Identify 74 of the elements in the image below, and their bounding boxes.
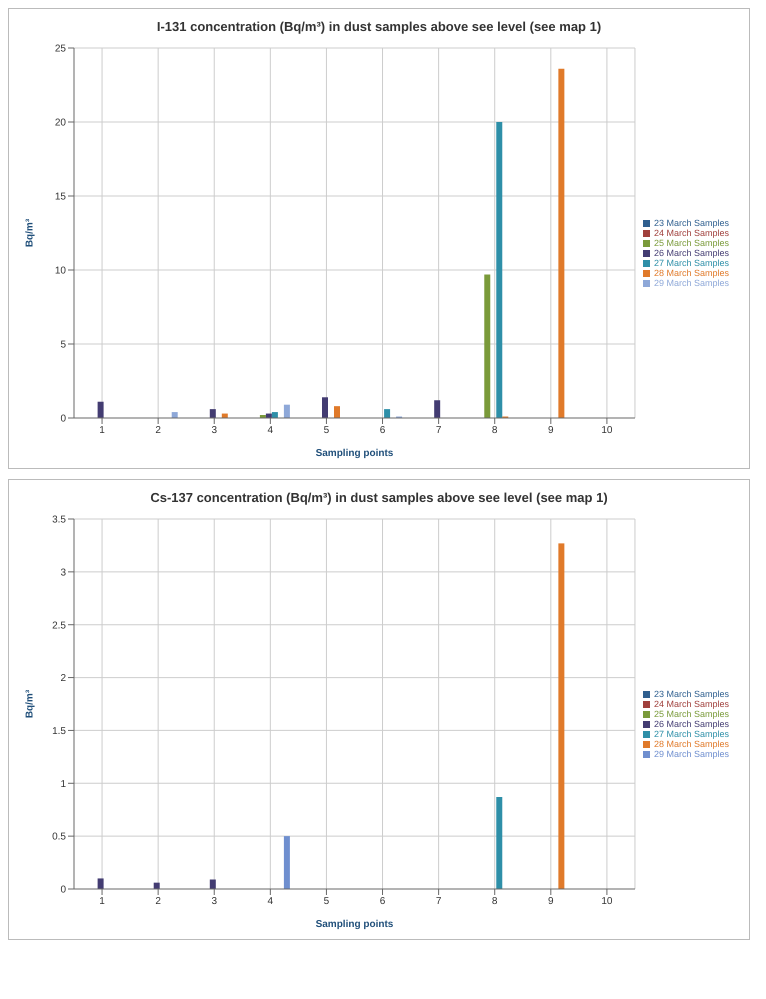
y-tick-label: 0.5 bbox=[52, 832, 66, 843]
chart-title: I-131 concentration (Bq/m³) in dust samples above see level (see map 1) bbox=[156, 18, 602, 36]
bar bbox=[154, 882, 160, 889]
bar bbox=[210, 879, 216, 889]
y-tick-label: 3 bbox=[60, 567, 66, 578]
y-tick-label: 0 bbox=[60, 884, 66, 896]
bar bbox=[210, 409, 216, 418]
x-tick-label: 7 bbox=[436, 425, 442, 436]
x-tick-label: 4 bbox=[268, 896, 274, 908]
x-tick-label: 8 bbox=[492, 425, 498, 436]
legend-label: 24 March Samples bbox=[654, 228, 729, 238]
y-axis-title: Bq/m³ bbox=[24, 689, 36, 718]
y-tick-label: 2 bbox=[60, 673, 66, 684]
y-axis-title: Bq/m³ bbox=[24, 218, 36, 248]
y-tick-label: 10 bbox=[54, 266, 66, 277]
x-tick-label: 5 bbox=[324, 425, 330, 436]
bar bbox=[434, 400, 440, 418]
x-tick-label: 6 bbox=[380, 896, 386, 908]
bar bbox=[222, 414, 228, 418]
bar bbox=[98, 402, 104, 418]
y-tick-label: 20 bbox=[54, 118, 66, 129]
bar bbox=[496, 122, 502, 418]
legend-label: 24 March Samples bbox=[654, 699, 729, 709]
bar bbox=[484, 274, 490, 418]
x-tick-label: 10 bbox=[601, 896, 613, 908]
legend-label: 25 March Samples bbox=[654, 709, 729, 719]
legend-label: 23 March Samples bbox=[654, 689, 729, 699]
x-tick-label: 9 bbox=[548, 425, 554, 436]
bar bbox=[172, 412, 178, 418]
legend-label: 29 March Samples bbox=[654, 278, 729, 288]
x-tick-label: 3 bbox=[211, 425, 218, 436]
x-tick-label: 7 bbox=[436, 896, 442, 908]
x-tick-label: 10 bbox=[601, 425, 613, 436]
legend-label: 26 March Samples bbox=[654, 248, 729, 258]
legend-label: 27 March Samples bbox=[654, 258, 729, 268]
legend-label: 27 March Samples bbox=[654, 729, 729, 739]
bar bbox=[98, 878, 104, 889]
bar bbox=[284, 404, 290, 418]
x-axis-title: Sampling points bbox=[316, 448, 394, 459]
x-tick-label: 8 bbox=[492, 896, 498, 908]
legend-label: 26 March Samples bbox=[654, 719, 729, 729]
chart-title: Cs-137 concentration (Bq/m³) in dust samples above see level (see map 1) bbox=[149, 489, 609, 507]
x-tick-label: 2 bbox=[155, 896, 162, 908]
bar bbox=[558, 543, 564, 889]
x-tick-label: 4 bbox=[268, 425, 274, 436]
x-tick-label: 2 bbox=[155, 425, 162, 436]
bar bbox=[384, 409, 390, 418]
bar bbox=[284, 836, 290, 889]
y-tick-label: 2.5 bbox=[52, 620, 66, 632]
legend-label: 28 March Samples bbox=[654, 268, 729, 278]
x-tick-label: 3 bbox=[211, 896, 218, 908]
y-tick-label: 1.5 bbox=[52, 726, 66, 737]
bar bbox=[496, 797, 502, 889]
bar bbox=[558, 68, 564, 418]
x-tick-label: 9 bbox=[548, 896, 554, 908]
x-tick-label: 1 bbox=[99, 425, 106, 436]
bar bbox=[272, 412, 278, 418]
y-tick-label: 1 bbox=[60, 778, 66, 790]
legend-label: 23 March Samples bbox=[654, 218, 729, 228]
x-tick-label: 5 bbox=[324, 896, 330, 908]
y-tick-label: 5 bbox=[60, 340, 66, 351]
bar bbox=[334, 406, 340, 418]
x-tick-label: 6 bbox=[380, 425, 386, 436]
legend-label: 28 March Samples bbox=[654, 739, 729, 749]
x-axis-title: Sampling points bbox=[316, 919, 394, 930]
y-tick-label: 25 bbox=[54, 44, 66, 55]
x-tick-label: 1 bbox=[99, 896, 106, 908]
y-tick-label: 0 bbox=[60, 414, 66, 425]
bar bbox=[266, 414, 272, 418]
y-tick-label: 15 bbox=[54, 192, 66, 203]
legend-label: 29 March Samples bbox=[654, 749, 729, 759]
bar bbox=[322, 397, 328, 418]
y-tick-label: 3.5 bbox=[52, 514, 66, 526]
legend-label: 25 March Samples bbox=[654, 238, 729, 248]
